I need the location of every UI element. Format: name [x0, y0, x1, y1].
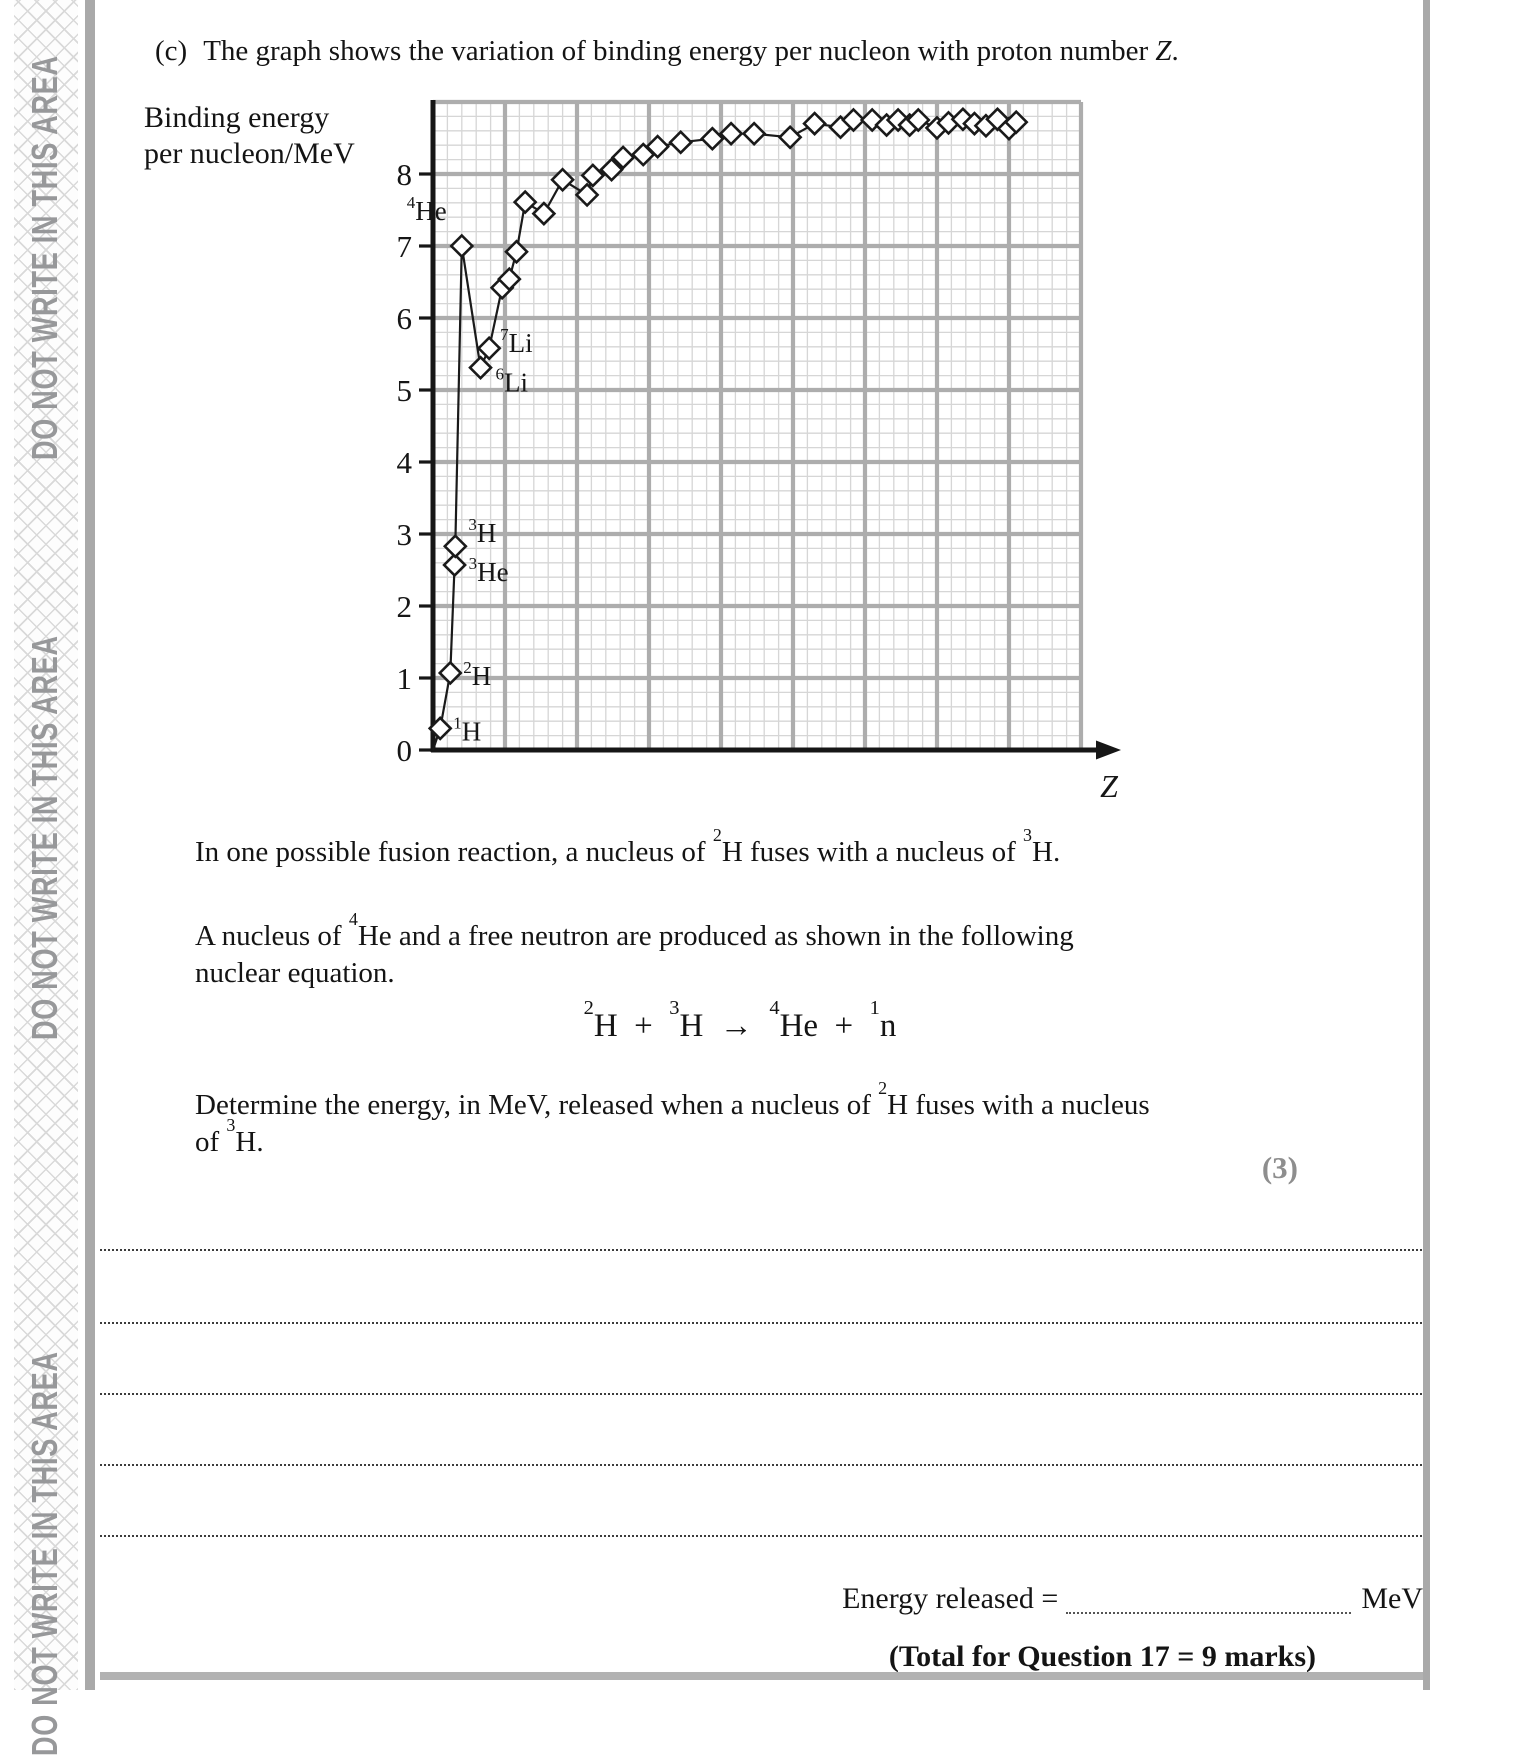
answer-line[interactable] — [100, 1322, 1422, 1324]
isotope-label: 3H — [468, 515, 496, 548]
energy-released-row: Energy released = MeV — [842, 1582, 1423, 1616]
svg-text:6: 6 — [397, 301, 413, 336]
fusion-paragraph: In one possible fusion reaction, a nucle… — [195, 834, 1295, 871]
energy-released-label: Energy released = — [842, 1582, 1058, 1616]
svg-text:8: 8 — [397, 157, 413, 192]
svg-text:1: 1 — [397, 661, 413, 696]
svg-text:0: 0 — [397, 733, 413, 768]
answer-line[interactable] — [100, 1249, 1422, 1251]
do-not-write-watermark: DO NOT WRITE IN THIS AREA — [25, 1404, 65, 1756]
left-page-rule — [85, 0, 95, 1690]
do-not-write-watermark: DO NOT WRITE IN THIS AREA — [25, 108, 65, 461]
svg-text:5: 5 — [397, 373, 413, 408]
answer-line[interactable] — [100, 1393, 1422, 1395]
svg-text:7: 7 — [397, 229, 413, 264]
data-point-marker — [479, 338, 500, 359]
question-intro: (c) The graph shows the variation of bind… — [155, 33, 1375, 70]
answer-line[interactable] — [100, 1464, 1422, 1466]
svg-text:Z: Z — [1100, 768, 1119, 804]
total-marks-label: (Total for Question 17 = 9 marks) — [889, 1640, 1316, 1674]
data-point-marker — [440, 662, 461, 683]
isotope-label: 4He — [407, 193, 447, 226]
nuclear-equation: 2H + 3H → 4He + 1n — [190, 1008, 1290, 1045]
energy-unit-label: MeV — [1361, 1582, 1423, 1616]
isotope-label: 2H — [463, 658, 491, 691]
chart-y-axis-title-line1: Binding energy — [144, 100, 329, 136]
question-part-label: (c) — [155, 33, 187, 70]
data-point-marker — [533, 203, 554, 224]
exam-page: { "sidebar": { "watermark": "DO NOT WRIT… — [0, 0, 1516, 1690]
marks-badge: (3) — [195, 1150, 1298, 1186]
data-point-marker — [582, 165, 603, 186]
chart-y-axis-title-line2: per nucleon/MeV — [144, 136, 355, 172]
svg-text:4: 4 — [397, 445, 413, 480]
isotope-label: 6Li — [496, 365, 529, 398]
data-point-marker — [515, 192, 536, 213]
do-not-write-watermark: DO NOT WRITE IN THIS AREA — [25, 688, 65, 1041]
data-point-marker — [721, 123, 742, 144]
svg-text:3: 3 — [397, 517, 413, 552]
data-point-marker — [670, 132, 691, 153]
right-page-rule — [1423, 0, 1430, 1690]
isotope-label: 1H — [453, 713, 481, 746]
data-point-marker — [744, 123, 765, 144]
answer-line[interactable] — [100, 1535, 1422, 1537]
isotope-label: 3He — [469, 554, 509, 587]
svg-text:2: 2 — [397, 589, 413, 624]
data-point-marker — [451, 236, 472, 257]
energy-answer-field[interactable] — [1066, 1586, 1351, 1614]
footer-rule — [100, 1672, 1423, 1680]
products-paragraph: A nucleus of 4He and a free neutron are … — [195, 918, 1295, 992]
question-text: The graph shows the variation of binding… — [203, 35, 1179, 67]
